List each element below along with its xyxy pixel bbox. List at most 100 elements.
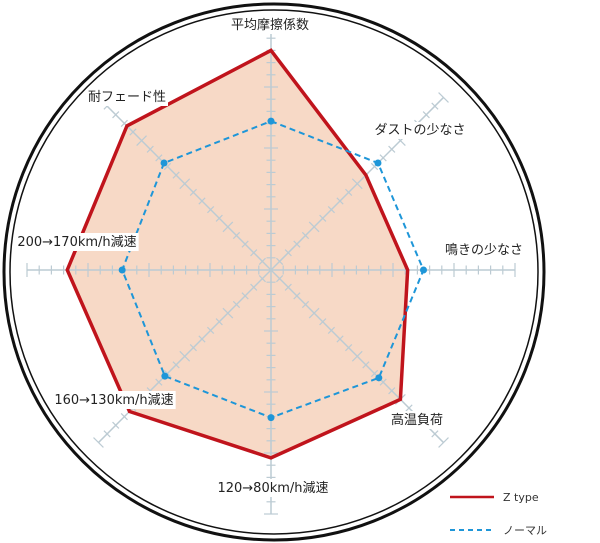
- data-point: [160, 159, 168, 167]
- axis-tick: [146, 145, 154, 153]
- axis-tick: [189, 188, 197, 196]
- axis-tick: [388, 145, 396, 153]
- axis-tick: [198, 197, 206, 205]
- axis-label-background: [228, 16, 312, 34]
- legend-label: Z type: [503, 491, 539, 504]
- axis-label: 160→130km/h減速: [54, 392, 173, 408]
- axis-tick: [379, 154, 387, 162]
- axis-label: 200→170km/h減速: [17, 234, 136, 250]
- axis-label: 120→80km/h減速: [217, 480, 328, 496]
- axis-label: 鳴きの少なさ: [445, 243, 523, 258]
- axis-tick: [103, 430, 111, 438]
- axis-tick: [308, 221, 320, 233]
- axis-tick: [189, 344, 197, 352]
- axis-tick: [370, 162, 379, 171]
- axis-tick: [438, 92, 449, 103]
- axis-tick: [351, 178, 363, 190]
- axis-tick: [422, 111, 430, 119]
- axis-tick: [163, 369, 172, 378]
- axis-tick: [293, 240, 301, 248]
- axis-tick: [319, 318, 327, 326]
- outer-ring: [2, 2, 546, 542]
- axis-tick: [327, 206, 335, 214]
- axis-tick: [319, 214, 327, 222]
- axis-tick: [222, 307, 234, 319]
- data-point: [267, 414, 275, 422]
- axis-tick: [250, 249, 258, 257]
- axis-label-group: 鳴きの少なさ: [442, 242, 526, 259]
- data-point: [374, 159, 382, 167]
- axis-tick: [405, 404, 413, 412]
- axis-tick: [362, 361, 370, 369]
- axis-label-background: [15, 233, 139, 251]
- axis-tick: [172, 361, 180, 369]
- axis-tick: [93, 437, 104, 448]
- axis-label-group: 高温負荷: [388, 411, 446, 429]
- axis-tick: [345, 344, 353, 352]
- axis-tick: [379, 378, 387, 386]
- axis-label-background: [442, 242, 526, 259]
- axis-tick: [388, 387, 396, 395]
- axis-tick: [198, 335, 206, 343]
- axis-tick: [120, 413, 128, 421]
- axis-label-group: ダストの少なさ: [372, 122, 468, 139]
- data-point: [267, 117, 275, 125]
- axis-label-background: [388, 411, 446, 429]
- axis-tick: [327, 326, 335, 334]
- axis-tick: [207, 206, 215, 214]
- axis-tick: [431, 430, 439, 438]
- axis-tick: [431, 102, 439, 110]
- axis-tick: [155, 154, 163, 162]
- axis-label: 耐フェード性: [88, 90, 166, 105]
- axis-tick: [284, 249, 292, 257]
- series-line-0: [65, 48, 410, 460]
- axis-label-background: [215, 479, 331, 497]
- axis-tick: [336, 197, 344, 205]
- axis-tick: [258, 257, 266, 265]
- axis-tick: [276, 275, 284, 283]
- axis-tick: [301, 300, 310, 309]
- axis-tick: [241, 292, 249, 300]
- axis-label: ダストの少なさ: [374, 123, 465, 138]
- axis-tick: [438, 437, 449, 448]
- axis-tick: [172, 171, 180, 179]
- axis-label-group: 160→130km/h減速: [52, 391, 176, 409]
- axis-label-group: 200→170km/h減速: [15, 233, 139, 251]
- axis-tick: [179, 178, 191, 190]
- axis-tick: [120, 119, 128, 127]
- axis-tick: [136, 135, 147, 146]
- axis-label: 高温負荷: [391, 412, 443, 428]
- data-point: [118, 266, 126, 274]
- axis-tick: [207, 326, 215, 334]
- inner-ring: [9, 9, 539, 535]
- axis-label-background: [52, 391, 176, 409]
- legend-label: ノーマル: [503, 524, 547, 537]
- axis-label-background: [85, 89, 169, 106]
- axis-tick: [250, 283, 258, 291]
- axis-tick: [155, 378, 163, 386]
- axis-tick: [293, 292, 301, 300]
- axis-tick: [232, 300, 241, 309]
- axis-tick: [179, 350, 191, 362]
- axis-tick: [112, 111, 120, 119]
- axis-tick: [276, 257, 284, 265]
- data-point: [161, 372, 169, 380]
- axis-tick: [241, 240, 249, 248]
- axis-tick: [301, 231, 310, 240]
- data-point: [375, 374, 383, 382]
- axis-tick: [129, 128, 137, 136]
- axis-label-background: [372, 122, 468, 139]
- data-point: [420, 266, 427, 274]
- axis-label-group: 耐フェード性: [85, 89, 169, 106]
- axis-tick: [345, 188, 353, 196]
- axis-tick: [284, 283, 292, 291]
- axis-label: 平均摩擦係数: [231, 17, 309, 33]
- axis-tick: [215, 214, 223, 222]
- axis-tick: [112, 421, 120, 429]
- axis-tick: [215, 318, 223, 326]
- axis-tick: [163, 162, 172, 171]
- axis-tick: [258, 275, 266, 283]
- axis-tick: [370, 369, 379, 378]
- axis-tick: [232, 231, 241, 240]
